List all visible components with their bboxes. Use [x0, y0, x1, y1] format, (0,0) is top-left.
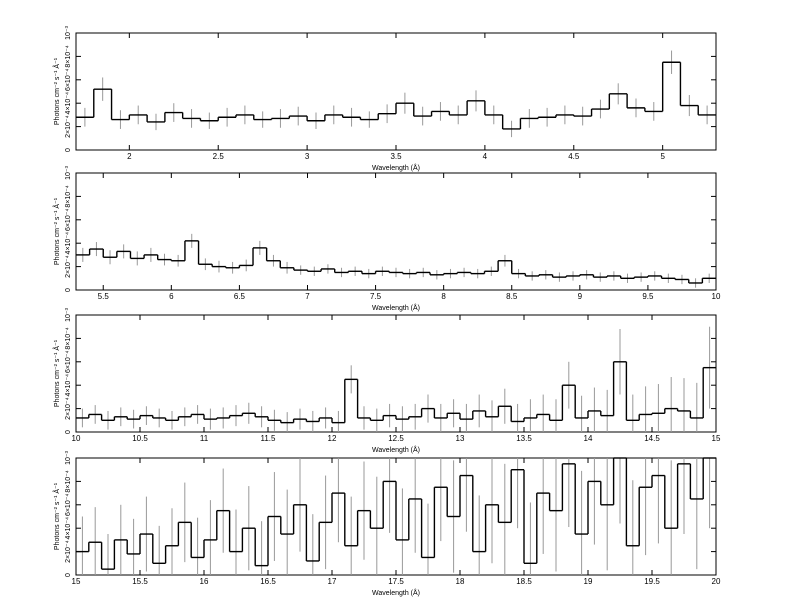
- x-tick-label: 16.5: [260, 577, 276, 586]
- x-tick-label: 2.5: [213, 152, 225, 161]
- y-tick-label: 10⁻³: [65, 307, 72, 321]
- y-axis-label: Photons cm⁻² s⁻¹ Å⁻¹: [52, 482, 61, 550]
- x-tick-label: 18: [456, 577, 465, 586]
- step-connector: [88, 361, 704, 423]
- x-tick-label: 8.5: [506, 292, 518, 301]
- x-axis-label: Wavelength (Å): [372, 303, 420, 312]
- x-tick-label: 10: [712, 292, 721, 301]
- x-tick-label: 6: [169, 292, 174, 301]
- x-tick-label: 19: [584, 577, 593, 586]
- x-tick-label: 10: [72, 434, 81, 443]
- step-connector: [88, 458, 704, 570]
- x-tick-label: 14.5: [644, 434, 660, 443]
- y-axis-label: Photons cm⁻² s⁻¹ Å⁻¹: [52, 57, 61, 125]
- plot-frame: [75, 172, 717, 291]
- x-tick-label: 3: [305, 152, 310, 161]
- y-tick-label: 2×10⁻⁴: [65, 540, 72, 562]
- x-tick-label: 13.5: [516, 434, 532, 443]
- y-tick-label: 10⁻³: [65, 165, 72, 179]
- y-tick-label: 10⁻³: [65, 450, 72, 464]
- y-tick-label: 4×10⁻⁴: [65, 232, 72, 254]
- x-tick-label: 10.5: [132, 434, 148, 443]
- x-tick-label: 6.5: [234, 292, 246, 301]
- x-tick-label: 12: [328, 434, 337, 443]
- y-tick-label: 0: [65, 288, 72, 292]
- x-tick-label: 19.5: [644, 577, 660, 586]
- x-axis-label: Wavelength (Å): [372, 163, 420, 172]
- x-tick-label: 4.5: [568, 152, 580, 161]
- x-tick-label: 5: [660, 152, 665, 161]
- y-tick-label: 6×10⁻⁴: [65, 494, 72, 516]
- y-tick-label: 0: [65, 430, 72, 434]
- y-tick-label: 6×10⁻⁴: [65, 69, 72, 91]
- x-tick-label: 2: [127, 152, 132, 161]
- y-tick-label: 2×10⁻⁴: [65, 397, 72, 419]
- x-tick-label: 15.5: [132, 577, 148, 586]
- x-axis-label: Wavelength (Å): [372, 588, 420, 597]
- y-tick-label: 2×10⁻⁴: [65, 255, 72, 277]
- x-tick-label: 15: [72, 577, 81, 586]
- y-axis-label: Photons cm⁻² s⁻¹ Å⁻¹: [52, 339, 61, 407]
- x-axis-label: Wavelength (Å): [372, 445, 420, 454]
- y-axis-label: Photons cm⁻² s⁻¹ Å⁻¹: [52, 197, 61, 265]
- x-tick-label: 11.5: [261, 434, 277, 443]
- y-tick-label: 4×10⁻⁴: [65, 374, 72, 396]
- x-tick-label: 17.5: [388, 577, 404, 586]
- x-tick-label: 5.5: [98, 292, 110, 301]
- y-tick-label: 8×10⁻⁴: [65, 327, 72, 349]
- y-tick-label: 2×10⁻⁴: [65, 115, 72, 137]
- x-tick-label: 20: [712, 577, 721, 586]
- plot-frame: [75, 32, 717, 151]
- y-tick-label: 8×10⁻⁴: [65, 185, 72, 207]
- x-tick-label: 9.5: [642, 292, 654, 301]
- x-tick-label: 17: [328, 577, 337, 586]
- x-tick-label: 18.5: [516, 577, 532, 586]
- y-tick-label: 6×10⁻⁴: [65, 351, 72, 373]
- x-tick-label: 4: [483, 152, 488, 161]
- x-tick-label: 7: [305, 292, 310, 301]
- y-tick-label: 4×10⁻⁴: [65, 517, 72, 539]
- y-tick-label: 8×10⁻⁴: [65, 45, 72, 67]
- x-tick-label: 3.5: [390, 152, 402, 161]
- x-tick-label: 12.5: [388, 434, 404, 443]
- x-tick-label: 11: [200, 434, 209, 443]
- y-tick-label: 4×10⁻⁴: [65, 92, 72, 114]
- x-tick-label: 7.5: [370, 292, 382, 301]
- y-tick-label: 6×10⁻⁴: [65, 209, 72, 231]
- y-tick-label: 0: [65, 148, 72, 152]
- x-tick-label: 15: [712, 434, 721, 443]
- y-tick-label: 0: [65, 573, 72, 577]
- x-tick-label: 9: [578, 292, 583, 301]
- x-tick-label: 13: [456, 434, 465, 443]
- x-tick-label: 16: [200, 577, 209, 586]
- y-tick-label: 10⁻³: [65, 25, 72, 39]
- x-tick-label: 8: [441, 292, 446, 301]
- y-tick-label: 8×10⁻⁴: [65, 470, 72, 492]
- x-tick-label: 14: [584, 434, 593, 443]
